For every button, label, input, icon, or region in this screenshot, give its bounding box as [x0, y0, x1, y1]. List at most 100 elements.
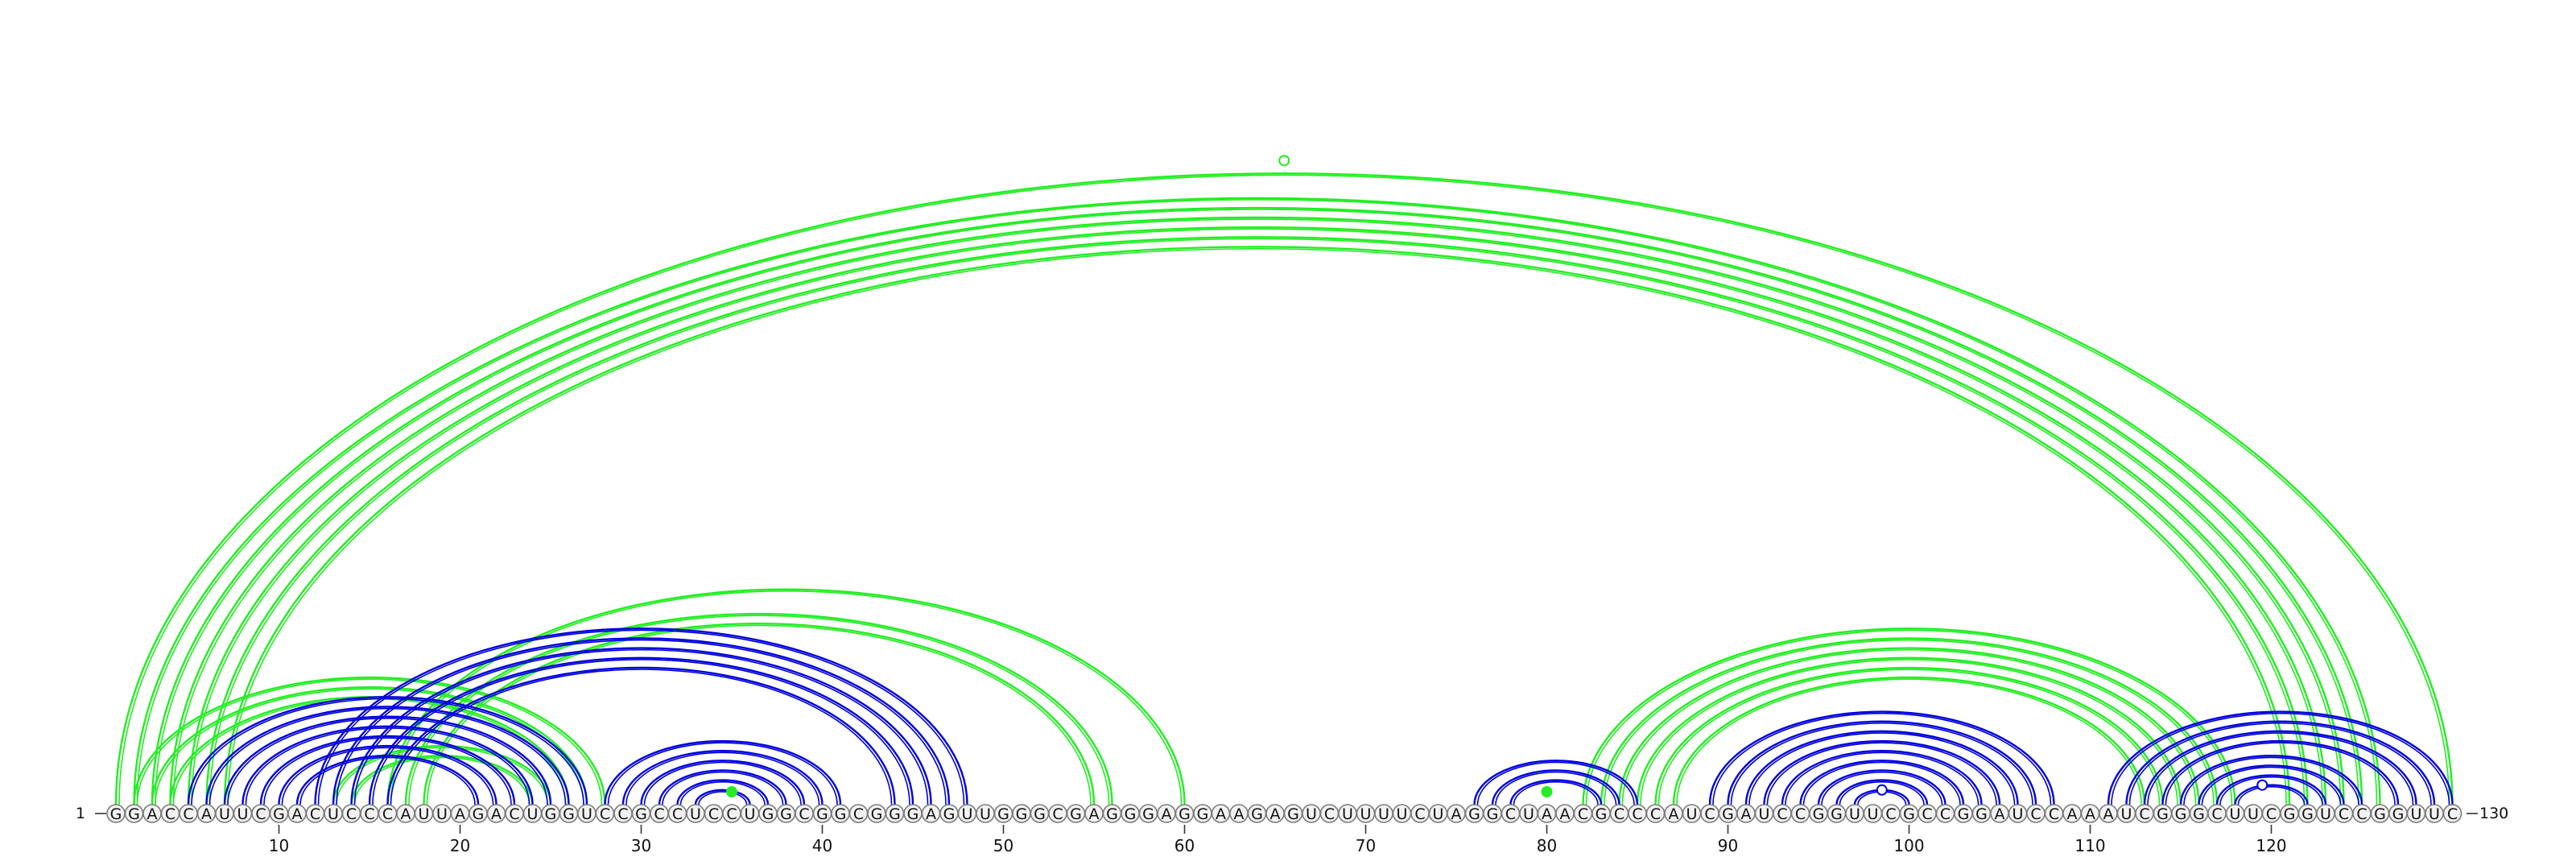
nucleotide-letter: C [165, 805, 175, 823]
nucleotide-letter: A [2103, 805, 2114, 823]
blue-pair-arc-inner [607, 742, 838, 805]
nucleotide: C [1573, 804, 1593, 823]
green-pair-arc [1600, 637, 2219, 805]
nucleotide: C [1790, 804, 1810, 823]
blue-pair-arc-inner [1495, 771, 1617, 805]
nucleotide: G [2153, 804, 2173, 823]
nucleotide-letter: C [1324, 805, 1335, 823]
nucleotide: G [776, 804, 796, 823]
nucleotide-letter: C [1940, 805, 1951, 823]
green-pair-arc-inner [227, 247, 2287, 805]
blue-pair-arc [2125, 720, 2436, 805]
blue-pair-arc-inner [1476, 761, 1635, 805]
nucleotide-letter: U [1360, 805, 1372, 823]
nucleotide: U [1754, 804, 1774, 823]
blue-pair-arc [332, 637, 951, 805]
tick-label: 70 [1356, 836, 1376, 855]
nucleotide-letter: U [2248, 805, 2259, 823]
nucleotide: A [2099, 804, 2118, 823]
green-pair-arc [386, 588, 1186, 805]
green-pair-arc [1654, 666, 2164, 805]
blue-pair-arc [1727, 720, 2037, 805]
nucleotide: G [2388, 804, 2408, 823]
green-pair-arc [404, 612, 1113, 805]
tick-label: 20 [450, 836, 470, 855]
nucleotide: C [1773, 804, 1792, 823]
pair-marker [1876, 784, 1888, 796]
nucleotide: C [2442, 804, 2462, 823]
nucleotide: U [1356, 804, 1376, 823]
nucleotide-letter: A [2067, 805, 2078, 823]
green-pair-arc-inner [191, 228, 2323, 805]
nucleotide: U [233, 804, 253, 823]
green-pair-arc [151, 686, 588, 805]
nucleotide-letter: G [1197, 805, 1209, 823]
nucleotide-letter: G [1287, 805, 1299, 823]
nucleotide-letter: A [2085, 805, 2095, 823]
nucleotide: A [1447, 804, 1466, 823]
blue-pair-arc-inner [2147, 732, 2414, 805]
green-pair-arc-inner [1676, 678, 2142, 805]
nucleotide: A [1537, 804, 1557, 823]
nucleotide: G [903, 804, 923, 823]
nucleotide-letter: A [1451, 805, 1462, 823]
nucleotide: G [106, 804, 126, 823]
nucleotide: U [414, 804, 434, 823]
green-pair-arc-inner [208, 238, 2306, 805]
nucleotide-letter: U [2429, 805, 2440, 823]
nucleotide-letter: G [871, 805, 883, 823]
nucleotide: C [160, 804, 180, 823]
nucleotide: U [976, 804, 995, 823]
nucleotide-letter: G [1016, 805, 1028, 823]
nucleotide-letter: U [1306, 805, 1317, 823]
blue-pair-arc-inner [2219, 776, 2323, 805]
nucleotide-letter: U [219, 805, 230, 823]
nucleotide: C [1918, 804, 1937, 823]
nucleotide-letter: U [1849, 805, 1860, 823]
nucleotide: U [740, 804, 760, 823]
nucleotide-letter: C [1795, 805, 1806, 823]
pair-marker [1541, 786, 1553, 797]
blue-pair-arc-inner [2128, 722, 2432, 805]
nucleotide-letter: G [2374, 805, 2386, 823]
nucleotide: C [1700, 804, 1719, 823]
blue-pair-arc [621, 749, 824, 805]
nucleotide: G [2189, 804, 2209, 823]
nucleotide-letter: U [1378, 805, 1389, 823]
green-pair-arc [1618, 647, 2200, 805]
nucleotide: G [2297, 804, 2318, 823]
nucleotide: A [486, 804, 506, 823]
nucleotide: G [939, 804, 959, 823]
nucleotide: G [993, 804, 1013, 823]
nucleotide: U [577, 804, 597, 823]
nucleotide: G [867, 804, 886, 823]
nucleotide: G [1483, 804, 1502, 823]
nucleotide: C [1628, 804, 1647, 823]
nucleotide: A [396, 804, 415, 823]
nucleotide-letter: G [473, 805, 485, 823]
nucleotide: U [2225, 804, 2245, 823]
nucleotide: G [631, 804, 651, 823]
green-pair-arc-inner [118, 174, 2450, 805]
nucleotide: U [1428, 804, 1448, 823]
nucleotide-letter: C [382, 805, 393, 823]
nucleotide-letter: C [2447, 805, 2458, 823]
nucleotide-letter: U [527, 805, 539, 823]
blue-pair-arc-inner [1766, 742, 1997, 805]
blue-pair-arc [2107, 710, 2454, 805]
nucleotide: G [541, 804, 560, 823]
nucleotide: U [432, 804, 452, 823]
nucleotide: U [1302, 804, 1321, 823]
blue-pair-arc [295, 755, 480, 805]
nucleotide-letter: G [2157, 805, 2169, 823]
blue-pair-arc [1799, 760, 1965, 805]
nucleotide: C [360, 804, 379, 823]
blue-pair-arc-inner [1821, 771, 1943, 805]
nucleotide-letter: U [745, 805, 756, 823]
nucleotide: G [1827, 804, 1847, 823]
nucleotide-letter: A [1089, 805, 1100, 823]
nucleotide: C [1645, 804, 1666, 823]
nucleotide: U [1519, 804, 1538, 823]
nucleotide-letter: G [1975, 805, 1988, 823]
nucleotide-letter: U [2411, 805, 2422, 823]
